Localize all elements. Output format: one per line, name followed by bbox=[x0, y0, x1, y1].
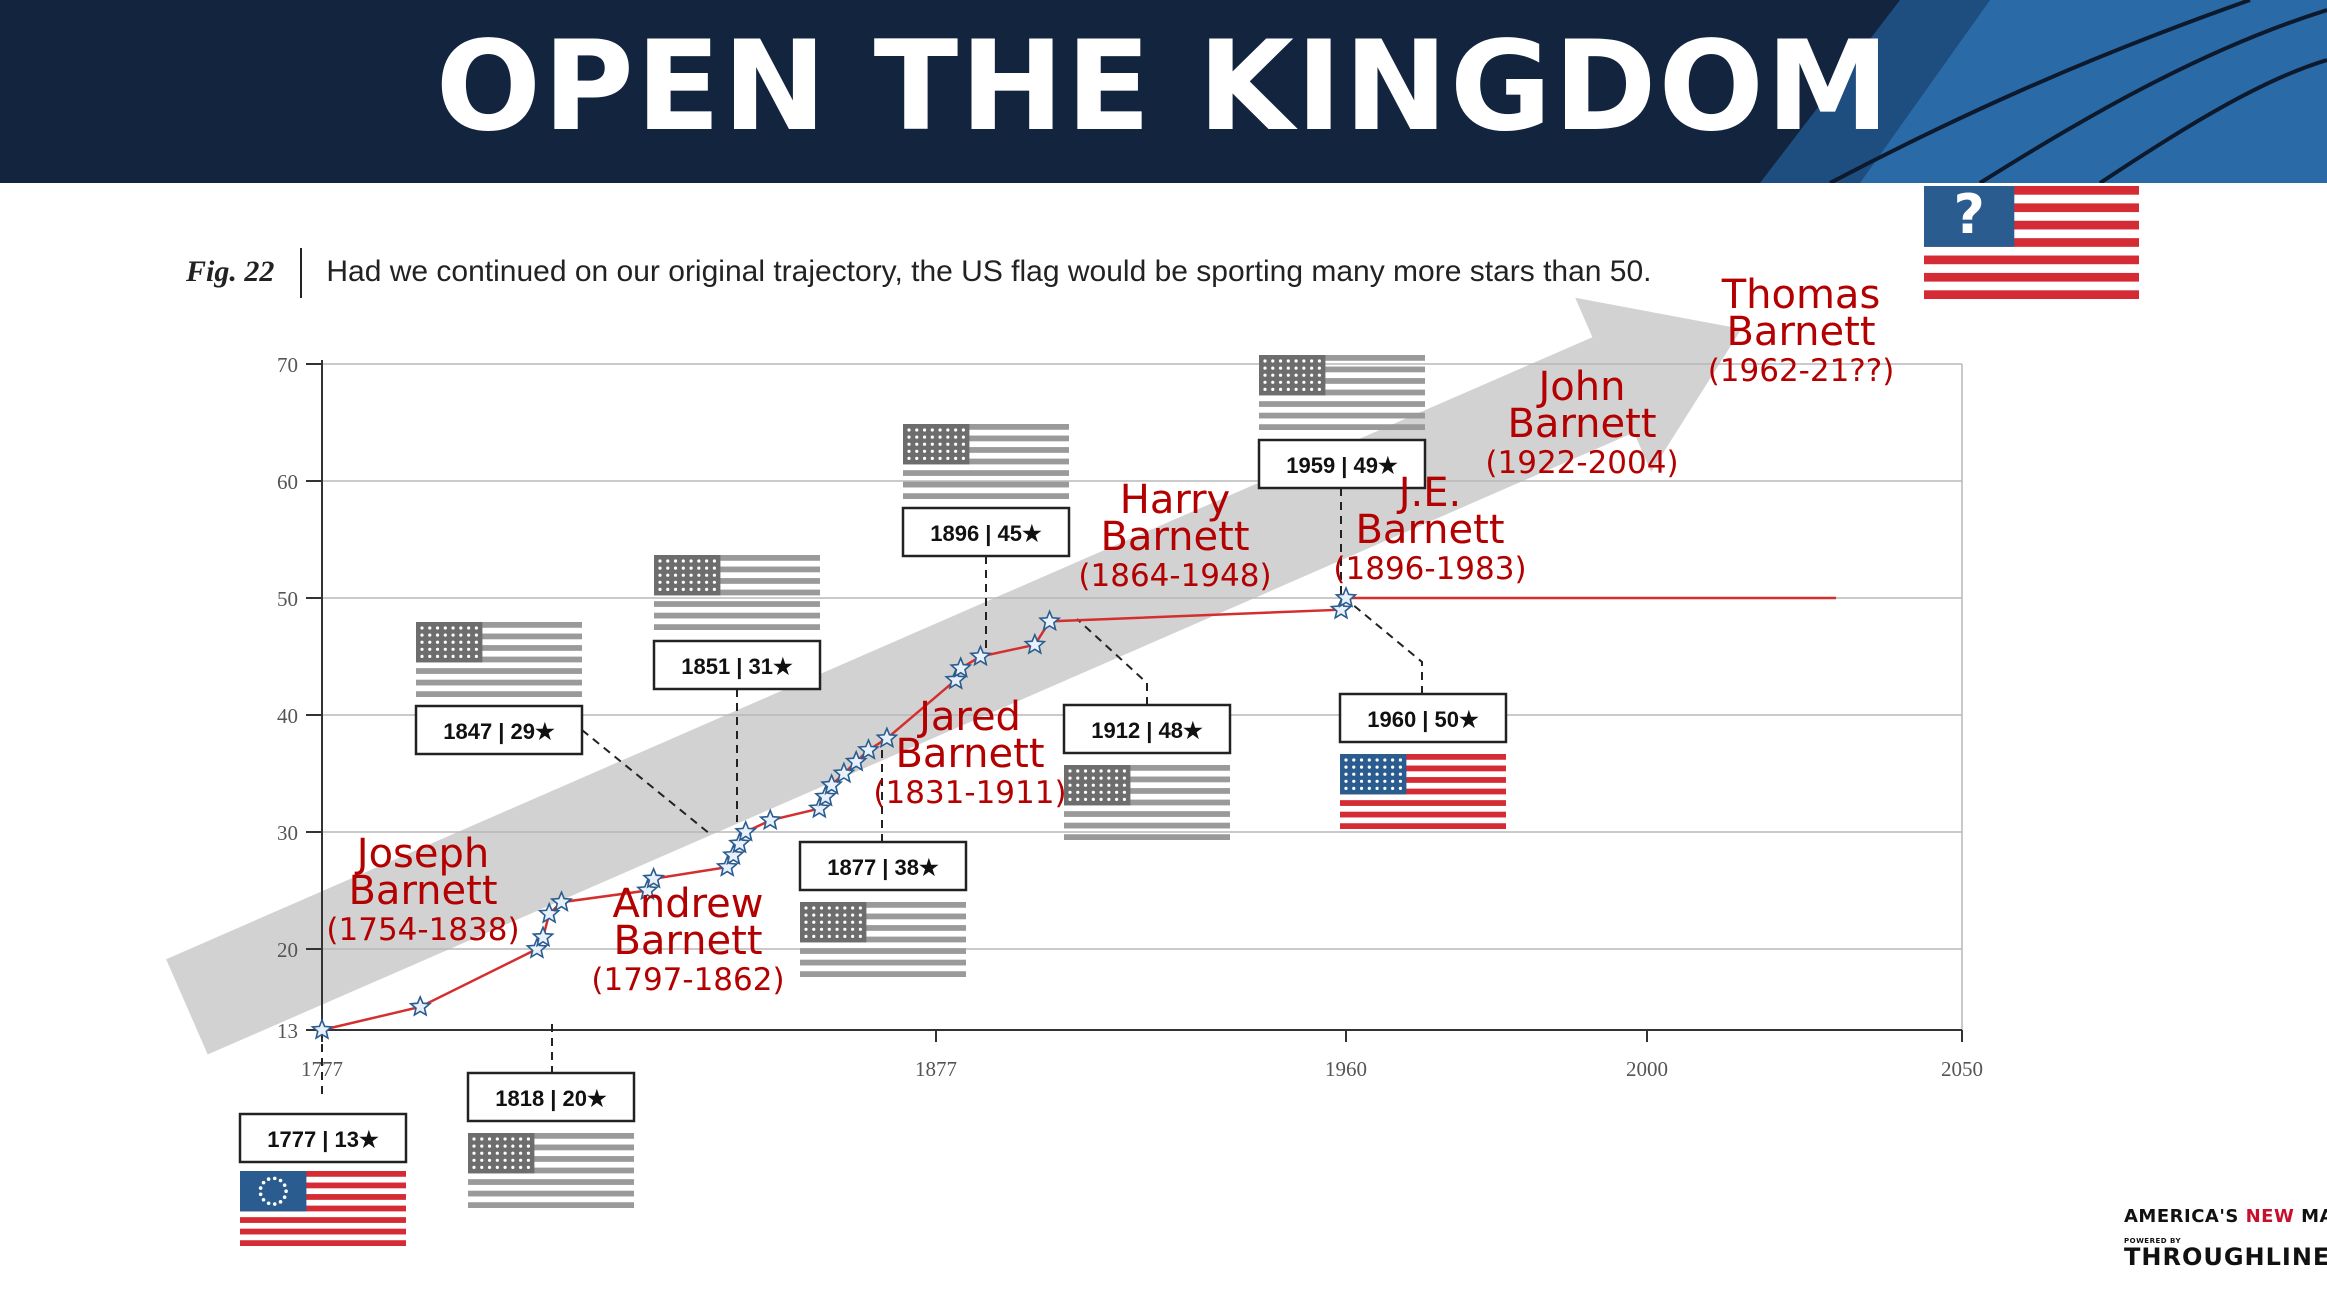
data-point bbox=[875, 726, 899, 749]
data-point bbox=[728, 831, 751, 854]
annotation-text: Andrew bbox=[613, 881, 764, 927]
caption-divider bbox=[300, 248, 303, 298]
x-tick-label: 1960 bbox=[1325, 1057, 1367, 1081]
logo-powered-by: POWERED BY bbox=[2124, 1237, 2182, 1245]
data-point bbox=[721, 843, 745, 866]
callout-box bbox=[466, 1071, 636, 1123]
data-point bbox=[641, 866, 666, 889]
annotation-text: Barnett bbox=[1100, 514, 1249, 560]
data-point bbox=[549, 890, 574, 913]
callout-label: 1847 | 29★ bbox=[443, 719, 555, 744]
callout-box bbox=[798, 840, 968, 892]
annotation-text: Barnett bbox=[613, 918, 762, 964]
data-point bbox=[310, 1017, 334, 1040]
y-tick-label: 50 bbox=[277, 587, 298, 611]
callout-box bbox=[414, 704, 584, 756]
annotation-text: (1962-21??) bbox=[1708, 353, 1895, 389]
data-point bbox=[949, 656, 973, 678]
flag-gray bbox=[903, 424, 1069, 499]
callout-box bbox=[652, 639, 822, 691]
future-flag: ? bbox=[1924, 183, 2139, 299]
annotation-text: John bbox=[1536, 364, 1626, 410]
callout-box bbox=[1257, 438, 1427, 490]
annotation-text: Harry bbox=[1120, 477, 1230, 523]
callout-label: 1777 | 13★ bbox=[267, 1127, 379, 1152]
annotation-text: (1896-1983) bbox=[1333, 551, 1526, 587]
annotation-text: (1864-1948) bbox=[1078, 558, 1271, 594]
callout-leader bbox=[1076, 618, 1148, 705]
figure-caption: Fig. 22 Had we continued on our original … bbox=[186, 248, 1652, 298]
callout-box bbox=[1062, 703, 1232, 755]
data-point bbox=[1329, 597, 1353, 620]
callout-label: 1960 | 50★ bbox=[1367, 707, 1479, 732]
y-tick-label: 70 bbox=[277, 353, 298, 377]
flag-gray bbox=[468, 1133, 634, 1208]
annotation-text: J.E. bbox=[1396, 470, 1462, 516]
data-point bbox=[758, 808, 782, 831]
data-point bbox=[715, 855, 739, 877]
annotation-text: Barnett bbox=[1726, 309, 1875, 355]
annotation-text: (1922-2004) bbox=[1485, 445, 1678, 481]
data-point bbox=[734, 819, 758, 842]
callout-box bbox=[901, 506, 1071, 558]
callout-box bbox=[1338, 692, 1508, 744]
data-point bbox=[1334, 585, 1358, 608]
question-mark: ? bbox=[1953, 183, 1984, 246]
data-point bbox=[408, 994, 432, 1017]
annotation-text: Barnett bbox=[1507, 401, 1656, 447]
x-tick-label: 1877 bbox=[915, 1057, 957, 1081]
callout-label: 1877 | 38★ bbox=[827, 855, 939, 880]
callout-label: 1896 | 45★ bbox=[930, 521, 1042, 546]
annotation-text: Thomas bbox=[1721, 272, 1881, 318]
data-point bbox=[635, 878, 659, 901]
flag-betsy-ross bbox=[240, 1171, 406, 1246]
logo-throughline: THROUGHLINE bbox=[2124, 1243, 2327, 1271]
callout-label: 1818 | 20★ bbox=[495, 1086, 607, 1111]
callout-box bbox=[238, 1112, 408, 1164]
data-point bbox=[968, 644, 993, 667]
data-point bbox=[1038, 609, 1062, 632]
callout-leader bbox=[1351, 603, 1423, 694]
flag-color bbox=[1340, 754, 1506, 829]
annotation-text: Jared bbox=[916, 694, 1021, 740]
x-tick-label: 2050 bbox=[1941, 1057, 1983, 1081]
y-tick-label: 13 bbox=[277, 1019, 298, 1043]
callout-label: 1851 | 31★ bbox=[681, 654, 793, 679]
annotation-text: (1797-1862) bbox=[591, 962, 784, 998]
annotation-text: Joseph bbox=[354, 831, 489, 877]
banner-decoration bbox=[1760, 0, 2327, 183]
callout-label: 1959 | 49★ bbox=[1286, 453, 1398, 478]
annotation-text: (1754-1838) bbox=[326, 912, 519, 948]
y-tick-label: 30 bbox=[277, 821, 298, 845]
flag-gray bbox=[1259, 355, 1425, 430]
banner-title: OPEN THE KINGDOM bbox=[435, 15, 1892, 159]
flag-gray bbox=[1064, 765, 1230, 840]
y-tick-label: 20 bbox=[277, 938, 298, 962]
caption-text: Had we continued on our original traject… bbox=[326, 254, 1652, 288]
title-banner: OPEN THE KINGDOM bbox=[0, 0, 2327, 183]
flag-gray bbox=[654, 555, 820, 630]
y-tick-label: 40 bbox=[277, 704, 298, 728]
data-point bbox=[814, 784, 837, 807]
data-point bbox=[531, 925, 555, 948]
annotation-text: Barnett bbox=[348, 868, 497, 914]
annotation-text: Barnett bbox=[1355, 507, 1504, 553]
y-tick-label: 60 bbox=[277, 470, 298, 494]
annotation-text: Barnett bbox=[895, 731, 1044, 777]
data-point bbox=[807, 796, 831, 819]
brand-logo: AMERICA'S NEW MAP POWERED BY THROUGHLINE bbox=[2124, 1206, 2327, 1271]
data-point bbox=[525, 936, 549, 959]
flag-gray bbox=[800, 902, 966, 977]
callout-label: 1912 | 48★ bbox=[1091, 718, 1203, 743]
x-tick-label: 2000 bbox=[1626, 1057, 1668, 1081]
flag-gray bbox=[416, 622, 582, 697]
annotation-text: (1831-1911) bbox=[873, 775, 1066, 811]
logo-title: AMERICA'S NEW MAP bbox=[2124, 1206, 2327, 1227]
data-point bbox=[1023, 632, 1047, 655]
data-point bbox=[856, 738, 881, 760]
data-point bbox=[944, 667, 968, 690]
figure-number: Fig. 22 bbox=[186, 254, 275, 288]
